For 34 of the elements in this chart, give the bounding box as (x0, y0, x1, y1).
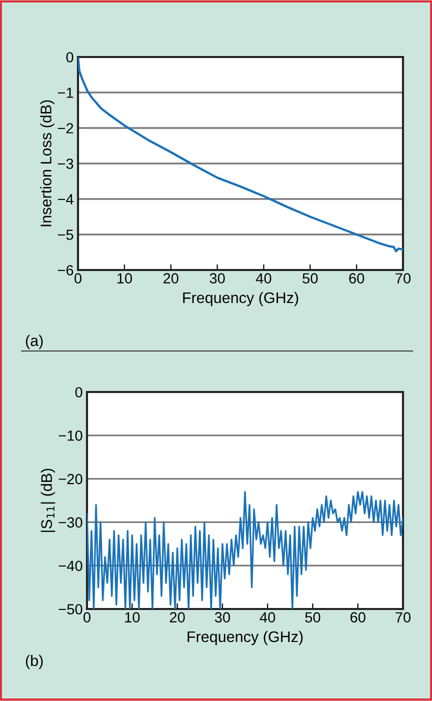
y-tick-label: −2 (58, 123, 74, 134)
x-tick-label: 30 (214, 612, 230, 622)
x-tick-label: 50 (302, 273, 318, 284)
x-tick-label: 30 (210, 273, 225, 284)
y-tick-label: 0 (66, 52, 74, 62)
x-tick-label: 20 (163, 273, 178, 284)
y-axis-title: |S$_{11}$| (dB) (40, 468, 56, 532)
x-tick-label: 70 (396, 273, 411, 284)
x-axis-title: Frequency (GHz) (188, 630, 303, 646)
y-tick-label: −1 (58, 88, 74, 98)
y-tick-label: −3 (58, 158, 74, 169)
y-tick-label: 0 (75, 387, 82, 398)
x-tick-label: 60 (350, 612, 366, 622)
y-tick-label: −40 (58, 560, 82, 572)
y-tick-label: −30 (58, 517, 82, 528)
y-tick-label: −6 (58, 265, 74, 276)
text: (b) (26, 654, 43, 670)
x-tick-label: 10 (117, 273, 132, 284)
y-tick-label: −4 (58, 194, 74, 204)
y-tick-label: −10 (58, 430, 82, 441)
x-axis-title: Frequency (GHz) (183, 292, 298, 306)
y-tick-label: −20 (58, 474, 82, 484)
y-tick-label: −5 (58, 230, 74, 240)
x-tick-label: 50 (305, 612, 320, 622)
x-tick-label: 40 (256, 273, 272, 284)
y-tick-label: −50 (58, 604, 82, 614)
x-tick-label: 40 (260, 612, 276, 622)
x-tick-label: 20 (170, 612, 185, 622)
text: (a) (26, 334, 43, 350)
x-tick-label: 60 (349, 273, 364, 284)
x-tick-label: 70 (396, 612, 411, 622)
y-axis-title: Insertion Loss (dB) (40, 100, 54, 226)
x-tick-label: 0 (84, 612, 90, 622)
x-tick-label: 10 (125, 612, 140, 622)
